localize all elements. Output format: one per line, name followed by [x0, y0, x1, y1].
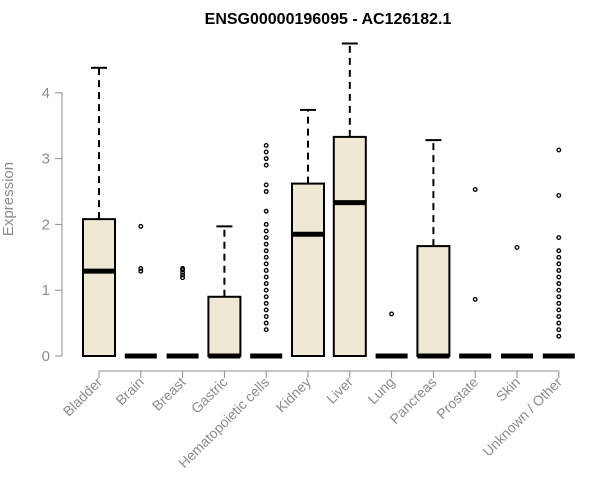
box-body	[82, 218, 116, 357]
box-lung	[375, 311, 408, 359]
box-unknown-other	[542, 147, 575, 359]
x-tick-label: Unknown / Other	[479, 374, 565, 460]
outlier-point	[556, 294, 562, 300]
outlier-point	[263, 149, 269, 155]
outlier-point	[263, 307, 269, 313]
x-tick-label: Bladder	[60, 374, 106, 420]
outlier-point	[556, 333, 562, 339]
box-hematopoietic-cells	[250, 142, 283, 359]
outlier-point	[556, 235, 562, 241]
outlier-point	[180, 275, 186, 281]
outlier-point	[263, 156, 269, 162]
outlier-point	[556, 147, 562, 153]
outlier-point	[138, 266, 144, 271]
x-tick-label: Liver	[323, 374, 356, 407]
outlier-point	[389, 311, 395, 317]
box-body	[207, 295, 242, 357]
outlier-point	[556, 281, 562, 287]
box-prostate	[459, 187, 492, 359]
outlier-point	[556, 261, 562, 267]
outlier-point	[263, 182, 269, 188]
outlier-point	[263, 221, 269, 227]
box-breast	[166, 266, 199, 359]
outlier-point	[263, 300, 269, 306]
box-brain	[124, 223, 157, 359]
outlier-point	[263, 208, 269, 214]
box-bladder	[82, 66, 116, 357]
outlier-point	[556, 327, 562, 333]
outlier-point	[556, 307, 562, 313]
outlier-point	[472, 187, 478, 192]
outlier-point	[138, 268, 144, 274]
outlier-point	[263, 268, 269, 273]
outlier-point	[263, 162, 269, 168]
outlier-point	[472, 296, 478, 302]
outlier-point	[263, 281, 269, 287]
box-liver	[332, 42, 367, 357]
box-skin	[501, 244, 533, 359]
x-tick-label: Skin	[493, 374, 524, 405]
outlier-point	[556, 314, 562, 319]
outlier-point	[263, 287, 269, 293]
box-pancreas	[416, 139, 451, 359]
outlier-point	[263, 254, 269, 260]
outlier-point	[263, 294, 269, 300]
outlier-point	[263, 248, 269, 254]
box-body	[416, 245, 451, 357]
outlier-point	[263, 274, 269, 280]
y-axis-label: Expression	[0, 162, 17, 236]
outlier-point	[514, 244, 520, 250]
boxes	[82, 42, 575, 359]
y-tick-label: 4	[42, 85, 50, 102]
y-tick-label: 3	[42, 151, 50, 168]
outlier-point	[556, 300, 562, 306]
box-kidney	[291, 108, 325, 357]
y-tick-label: 2	[42, 216, 50, 233]
y-tick-label: 1	[42, 282, 50, 299]
outlier-point	[556, 268, 562, 273]
outlier-point	[556, 320, 562, 326]
box-body	[332, 135, 367, 357]
box-gastric	[207, 225, 242, 359]
outlier-point	[263, 189, 269, 194]
x-tick-label: Breast	[149, 374, 189, 414]
outlier-point	[180, 266, 186, 271]
box-body	[291, 182, 325, 357]
outlier-point	[556, 274, 562, 280]
axes: 0 1 2 3 4	[42, 85, 560, 378]
outlier-point	[263, 261, 269, 267]
outlier-point	[263, 228, 269, 234]
x-tick-label: Kidney	[273, 374, 315, 416]
outlier-point	[263, 320, 269, 326]
outlier-point	[138, 223, 144, 229]
x-tick-label: Lung	[364, 374, 397, 407]
x-tick-label: Prostate	[433, 374, 481, 422]
outlier-point	[263, 142, 269, 148]
outlier-point	[180, 272, 186, 278]
outlier-point	[263, 235, 269, 241]
outlier-point	[556, 248, 562, 254]
outlier-point	[263, 241, 269, 247]
outlier-point	[263, 314, 269, 319]
x-tick-label: Brain	[112, 374, 146, 408]
y-tick-label: 0	[42, 348, 50, 365]
outlier-point	[556, 254, 562, 260]
outlier-point	[556, 287, 562, 293]
outlier-point	[263, 327, 269, 333]
outlier-point	[556, 192, 562, 198]
chart-title: ENSG00000196095 - AC126182.1	[205, 11, 452, 28]
